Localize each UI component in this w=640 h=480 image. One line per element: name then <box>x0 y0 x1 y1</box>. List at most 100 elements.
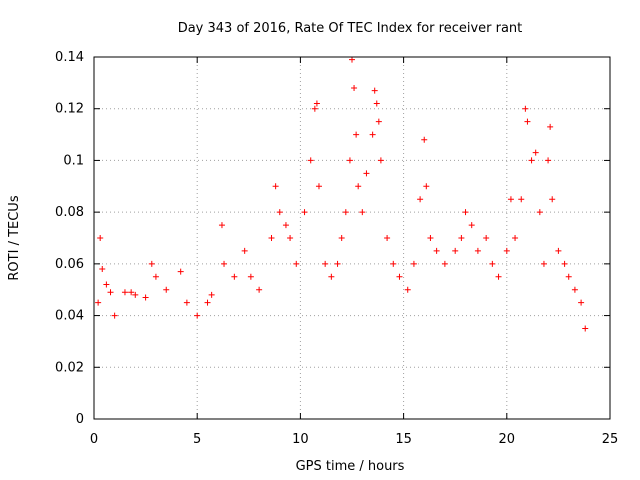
data-point <box>518 196 525 203</box>
y-tick-label: 0 <box>76 412 84 427</box>
data-point <box>247 273 254 280</box>
data-point <box>241 247 248 254</box>
x-tick-label: 15 <box>395 432 412 447</box>
y-axis-label: ROTI / TECUs <box>7 195 22 280</box>
data-point <box>549 196 556 203</box>
data-point <box>293 260 300 267</box>
data-point <box>338 235 345 241</box>
data-point <box>417 196 424 203</box>
data-point <box>404 286 411 293</box>
data-point <box>578 299 585 306</box>
data-point <box>282 222 289 229</box>
data-point <box>547 123 554 130</box>
data-point <box>107 289 114 296</box>
data-point <box>503 247 510 254</box>
data-point <box>371 87 378 94</box>
chart-title: Day 343 of 2016, Rate Of TEC Index for r… <box>178 21 523 36</box>
data-point <box>373 100 380 107</box>
data-point <box>276 209 283 216</box>
data-point <box>363 170 370 177</box>
data-point <box>301 209 308 216</box>
data-point <box>328 273 335 280</box>
data-point <box>103 281 110 288</box>
data-point <box>410 260 417 267</box>
data-point <box>355 183 362 190</box>
grid <box>94 57 610 419</box>
data-point <box>390 260 397 267</box>
data-point <box>532 149 539 156</box>
data-point <box>427 235 434 241</box>
data-point <box>334 260 341 267</box>
x-tick-label: 10 <box>292 432 309 447</box>
data-point <box>322 260 329 267</box>
data-points <box>95 56 589 332</box>
x-tick-label: 25 <box>602 432 619 447</box>
plot-frame <box>93 56 611 420</box>
data-point <box>315 183 322 190</box>
data-point <box>433 247 440 254</box>
data-point <box>204 299 211 306</box>
y-tick-label: 0.02 <box>55 360 84 375</box>
data-point <box>528 157 535 164</box>
data-point <box>208 291 215 298</box>
data-point <box>342 209 349 216</box>
data-point <box>268 235 275 241</box>
data-point <box>313 100 320 107</box>
data-point <box>507 196 514 203</box>
data-point <box>561 260 568 267</box>
x-axis-ticks: 0 5 10 15 20 25 <box>90 57 618 447</box>
x-tick-label: 5 <box>193 432 201 447</box>
data-point <box>441 260 448 267</box>
data-point <box>194 312 201 319</box>
data-point <box>351 85 358 92</box>
data-point <box>353 131 360 138</box>
data-point <box>311 105 318 112</box>
data-point <box>522 105 529 112</box>
data-point <box>524 118 531 125</box>
data-point <box>99 266 106 273</box>
data-point <box>396 273 403 280</box>
data-point <box>307 157 314 164</box>
data-point <box>384 235 391 241</box>
data-point <box>132 291 139 298</box>
y-tick-label: 0.08 <box>55 205 84 220</box>
x-tick-label: 20 <box>499 432 516 447</box>
x-tick-label: 0 <box>90 432 98 447</box>
data-point <box>375 118 382 125</box>
data-point <box>231 273 238 280</box>
data-point <box>545 157 552 164</box>
data-point <box>142 294 149 301</box>
y-tick-label: 0.06 <box>55 257 84 272</box>
data-point <box>287 235 294 241</box>
data-point <box>111 312 118 319</box>
data-point <box>452 247 459 254</box>
data-point <box>177 268 184 275</box>
data-point <box>218 222 225 229</box>
data-point <box>377 157 384 164</box>
data-point <box>512 235 519 241</box>
y-tick-label: 0.1 <box>63 153 84 168</box>
data-point <box>256 286 263 293</box>
data-point <box>536 209 543 216</box>
data-point <box>458 235 465 241</box>
y-tick-label: 0.04 <box>55 309 84 324</box>
data-point <box>495 273 502 280</box>
data-point <box>423 183 430 190</box>
data-point <box>272 183 279 190</box>
data-point <box>148 260 155 267</box>
data-point <box>359 209 366 216</box>
data-point <box>489 260 496 267</box>
data-point <box>121 289 128 296</box>
data-point <box>468 222 475 229</box>
data-point <box>183 299 190 306</box>
data-point <box>369 131 376 138</box>
data-point <box>571 286 578 293</box>
data-point <box>483 235 490 241</box>
x-axis-label: GPS time / hours <box>296 459 405 474</box>
y-tick-label: 0.12 <box>55 102 84 117</box>
y-axis-ticks: 0 0.02 0.04 0.06 0.08 0.1 0.12 0.14 <box>55 50 610 427</box>
data-point <box>346 157 353 164</box>
data-point <box>221 260 228 267</box>
data-point <box>421 136 428 143</box>
